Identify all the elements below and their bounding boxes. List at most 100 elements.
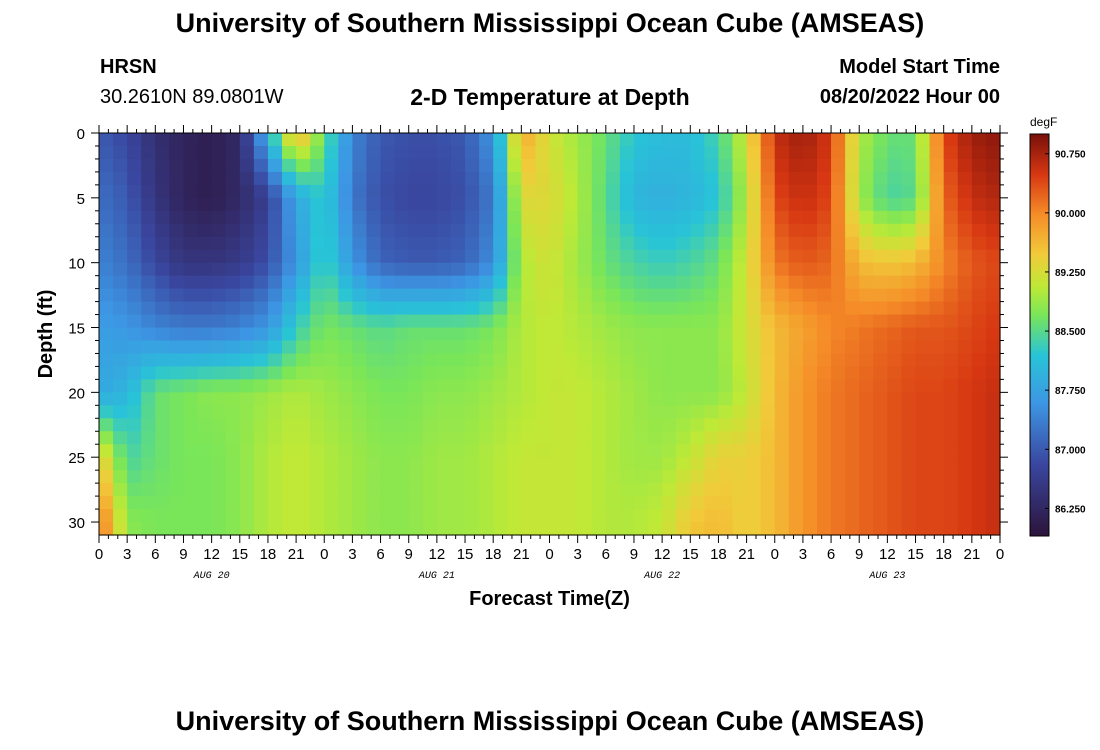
heatmap-cell [774,522,790,536]
heatmap-cell [197,133,213,147]
heatmap-cell [99,145,114,160]
heatmap-cell [155,197,170,212]
heatmap-cell [380,184,396,199]
heatmap-cell [746,184,762,199]
heatmap-cell [676,392,691,406]
heatmap-cell [211,379,227,393]
heatmap-cell [704,353,720,368]
heatmap-cell [549,470,565,484]
heatmap-cell [408,496,424,510]
heatmap-cell [563,483,579,497]
heatmap-cell [380,327,396,342]
heatmap-cell [493,301,508,316]
heatmap-cell [662,171,677,186]
heatmap-cell [422,418,438,432]
heatmap-cell [718,210,734,225]
heatmap-cell [225,145,241,160]
heatmap-cell [282,340,297,355]
heatmap-cell [718,158,734,173]
heatmap-cell [605,366,621,380]
heatmap-cell [380,366,396,380]
heatmap-cell [436,158,452,173]
x-tick-label: 6 [151,546,159,563]
heatmap-cell [633,431,649,445]
heatmap-cell [310,236,325,251]
heatmap-cell [816,262,832,277]
heatmap-cell [450,184,466,199]
heatmap-cell [183,327,199,342]
heatmap-cell [310,275,325,290]
heatmap-cell [394,288,410,303]
heatmap-cell [915,197,931,212]
heatmap-cell [901,496,917,510]
heatmap-cell [873,197,888,212]
heatmap-cell [619,340,635,355]
heatmap-cell [971,197,987,212]
heatmap-cell [887,327,903,342]
heatmap-cell [493,275,508,290]
heatmap-cell [450,133,466,147]
heatmap-cell [577,353,593,368]
heatmap-cell [760,405,776,419]
heatmap-cell [113,249,128,264]
heatmap-cell [746,353,762,368]
heatmap-cell [239,353,255,368]
heatmap-cell [915,340,931,355]
heatmap-cell [155,236,170,251]
heatmap-cell [859,210,874,225]
heatmap-cell [929,275,945,290]
heatmap-cell [591,158,607,173]
heatmap-cell [662,275,677,290]
heatmap-cell [831,340,846,355]
heatmap-cell [619,522,635,536]
heatmap-cell [183,133,199,147]
model-start-label: Model Start Time [839,56,1000,78]
heatmap-cell [591,197,607,212]
heatmap-cell [845,249,860,264]
x-tick-label: 9 [405,546,413,563]
heatmap-cell [774,379,790,393]
heatmap-cell [831,301,846,316]
heatmap-cell [422,327,438,342]
heatmap-cell [873,353,888,368]
heatmap-cell [127,457,142,471]
heatmap-cell [169,288,185,303]
heatmap-cell [943,509,959,523]
heatmap-cell [366,327,382,342]
heatmap-cell [465,340,480,355]
heatmap-cell [521,288,537,303]
heatmap-cell [127,288,142,303]
heatmap-cell [422,431,438,445]
heatmap-cell [141,431,156,445]
heatmap-cell [788,431,804,445]
heatmap-cell [845,171,860,186]
heatmap-cell [985,418,1001,432]
heatmap-cell [690,444,705,458]
heatmap-cell [422,145,438,160]
heatmap-cell [169,522,185,536]
heatmap-cell [155,314,170,329]
heatmap-cell [887,184,903,199]
heatmap-cell [197,184,213,199]
heatmap-cell [155,327,170,342]
heatmap-cell [155,158,170,173]
heatmap-cell [324,223,339,238]
heatmap-cell [704,379,720,393]
heatmap-cell [985,431,1001,445]
heatmap-cell [535,262,551,277]
heatmap-cell [310,457,325,471]
heatmap-cell [282,145,297,160]
heatmap-cell [380,301,396,316]
heatmap-cell [155,133,170,147]
heatmap-cell [99,301,114,316]
heatmap-cell [619,145,635,160]
heatmap-cell [859,236,874,251]
heatmap-cell [718,145,734,160]
heatmap-cell [915,275,931,290]
heatmap-cell [366,522,382,536]
heatmap-cell [845,353,860,368]
colorbar-unit: degF [1030,115,1057,129]
heatmap-cell [169,405,185,419]
heatmap-cell [535,379,551,393]
heatmap-cell [676,431,691,445]
